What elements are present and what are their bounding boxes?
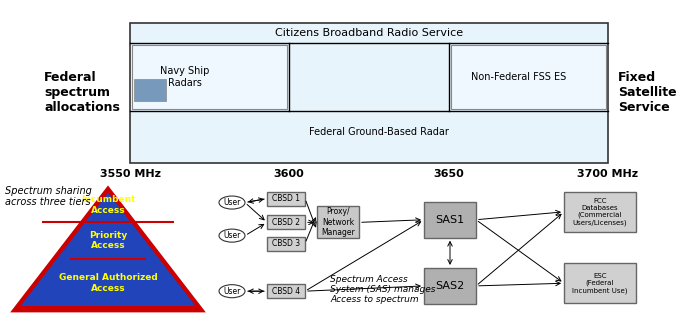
Text: Priority
Access: Priority Access bbox=[89, 231, 127, 250]
Text: CBSD 4: CBSD 4 bbox=[272, 287, 300, 296]
Text: Navy Ship
Radars: Navy Ship Radars bbox=[160, 66, 210, 88]
Text: General Authorized
Access: General Authorized Access bbox=[59, 273, 158, 293]
Polygon shape bbox=[13, 188, 203, 311]
Text: CBSD 1: CBSD 1 bbox=[272, 194, 300, 203]
Bar bbox=[130, 23, 608, 163]
Text: Spectrum sharing
across three tiers: Spectrum sharing across three tiers bbox=[5, 186, 92, 207]
Bar bbox=[132, 45, 287, 109]
Bar bbox=[267, 215, 305, 229]
Polygon shape bbox=[20, 193, 195, 306]
Ellipse shape bbox=[219, 196, 245, 209]
Text: User: User bbox=[223, 287, 241, 296]
Bar bbox=[564, 192, 636, 232]
Text: SAS1: SAS1 bbox=[435, 215, 465, 225]
Text: ESC
(Federal
Incumbent Use): ESC (Federal Incumbent Use) bbox=[573, 273, 628, 294]
Text: 3650: 3650 bbox=[433, 169, 464, 179]
Bar bbox=[267, 192, 305, 206]
Text: Incumbent
Access: Incumbent Access bbox=[80, 195, 135, 215]
Bar bbox=[317, 206, 359, 238]
Text: 3700 MHz: 3700 MHz bbox=[578, 169, 638, 179]
Text: User: User bbox=[223, 231, 241, 240]
Text: FCC
Databases
(Commercial
Users/Licenses): FCC Databases (Commercial Users/Licenses… bbox=[573, 198, 627, 226]
Text: Proxy/
Network
Manager: Proxy/ Network Manager bbox=[321, 208, 355, 237]
Text: Spectrum Access
System (SAS) manages
Access to spectrum: Spectrum Access System (SAS) manages Acc… bbox=[330, 275, 435, 304]
Text: CBSD 2: CBSD 2 bbox=[272, 218, 300, 227]
Ellipse shape bbox=[219, 229, 245, 242]
Text: 3550 MHz: 3550 MHz bbox=[99, 169, 160, 179]
Text: SAS2: SAS2 bbox=[435, 281, 465, 291]
Bar bbox=[267, 284, 305, 298]
Text: CBSD 3: CBSD 3 bbox=[272, 239, 300, 248]
Bar bbox=[424, 202, 476, 238]
Text: User: User bbox=[223, 198, 241, 207]
Text: Non-Federal FSS ES: Non-Federal FSS ES bbox=[471, 72, 566, 82]
Bar bbox=[451, 45, 606, 109]
Bar bbox=[424, 268, 476, 304]
Text: Federal Ground-Based Radar: Federal Ground-Based Radar bbox=[309, 127, 449, 137]
Text: Federal
spectrum
allocations: Federal spectrum allocations bbox=[44, 72, 120, 114]
Bar bbox=[134, 79, 166, 101]
Text: Citizens Broadband Radio Service: Citizens Broadband Radio Service bbox=[275, 28, 463, 38]
Text: Fixed
Satellite
Service: Fixed Satellite Service bbox=[618, 72, 677, 114]
Bar bbox=[267, 237, 305, 250]
Bar bbox=[564, 263, 636, 303]
Ellipse shape bbox=[219, 285, 245, 298]
Text: 3600: 3600 bbox=[274, 169, 304, 179]
